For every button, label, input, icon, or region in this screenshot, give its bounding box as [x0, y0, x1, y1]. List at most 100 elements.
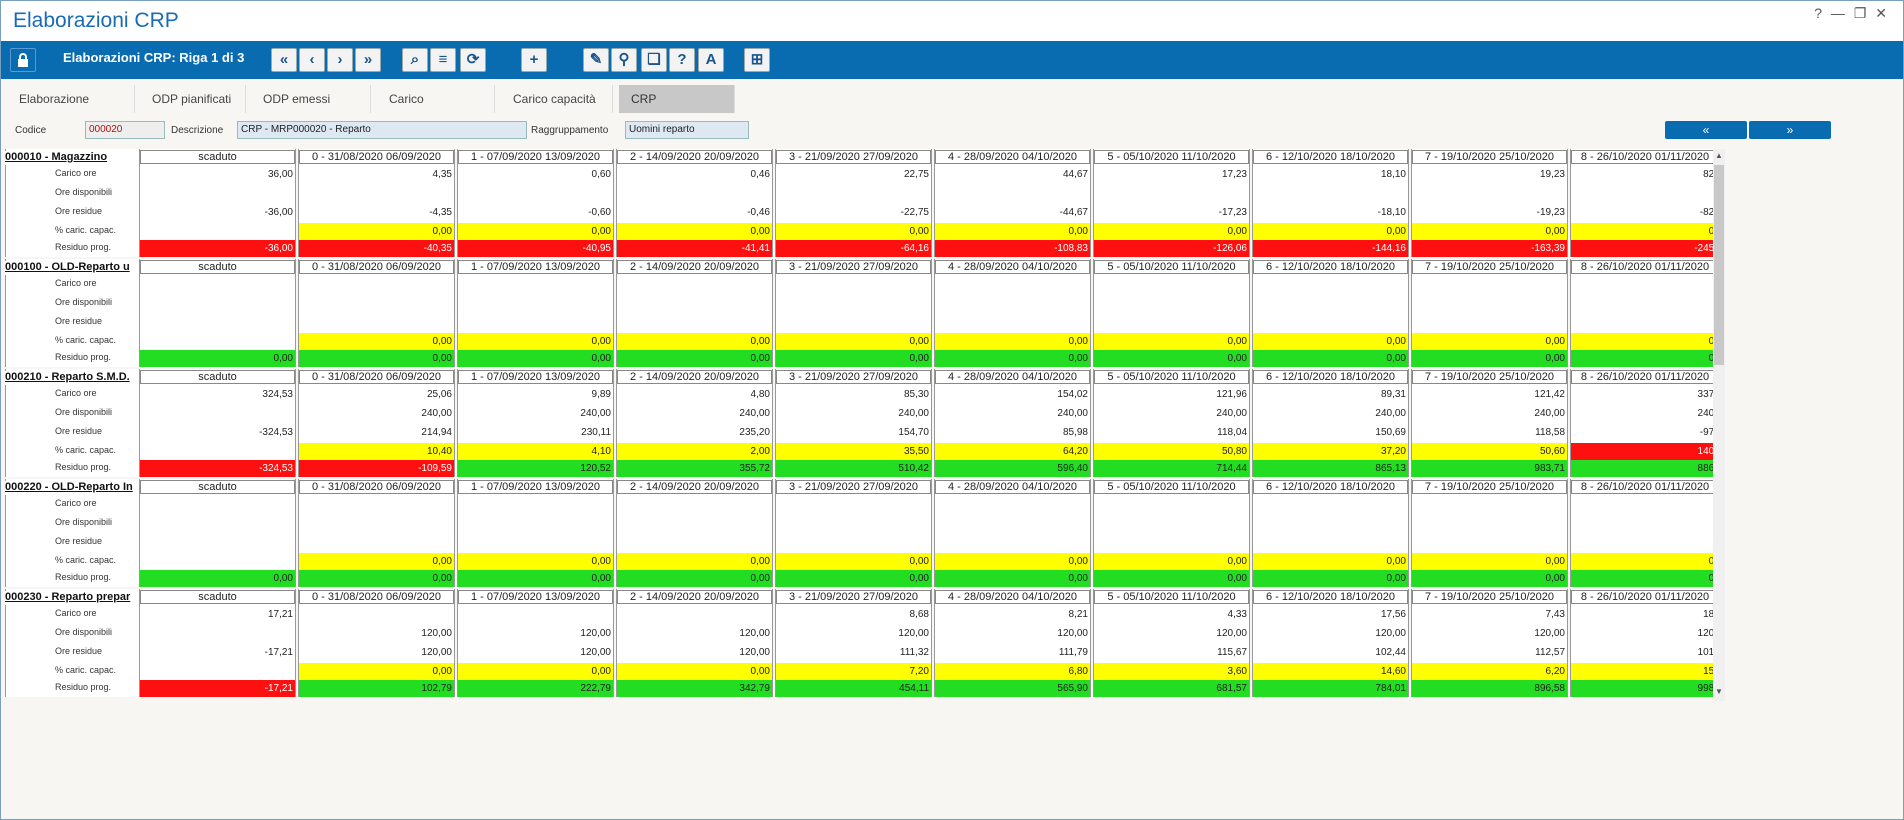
last-record-button[interactable]: »: [355, 48, 381, 72]
period-column: 7 - 19/10/2020 25/10/2020 19,23 -19,23 0,00…: [1411, 149, 1568, 257]
codice-field[interactable]: 000020: [85, 121, 165, 139]
cell-carico: 18,: [1703, 609, 1713, 620]
cell-disponibili: 120,00: [1534, 628, 1565, 639]
text-button[interactable]: A: [698, 48, 724, 72]
period-column: 8 - 26/10/2020 01/11/2020 0,0,: [1570, 479, 1713, 587]
reparto-name[interactable]: 000220 - OLD-Reparto In: [5, 481, 138, 495]
period-column: 2 - 14/09/2020 20/09/2020 4,80 240,00 235,2…: [616, 369, 773, 477]
vertical-scrollbar[interactable]: ▲ ▼: [1713, 149, 1725, 701]
scroll-thumb[interactable]: [1714, 165, 1724, 365]
cell-disponibili: 240,00: [580, 408, 611, 419]
row-label: Residuo prog.: [55, 242, 112, 252]
cell-prog: 784,01: [1253, 680, 1408, 697]
page-next-button[interactable]: »: [1749, 121, 1831, 139]
cell-perc: 6,20: [1412, 663, 1567, 680]
cell-prog: -108,83: [935, 240, 1090, 257]
period-column: 5 - 05/10/2020 11/10/2020 17,23 -17,23 0,00…: [1093, 149, 1250, 257]
cell-carico: [458, 496, 613, 513]
tab-crp[interactable]: CRP: [619, 85, 735, 113]
cell-residue: 235,20: [739, 427, 770, 438]
list-button[interactable]: ≡: [430, 48, 456, 72]
tab-odp-emessi[interactable]: ODP emessi: [251, 85, 371, 113]
tool-button-4[interactable]: ?: [669, 48, 695, 72]
cell-prog: 0,00: [299, 350, 454, 367]
cell-prog: -17,21: [140, 680, 295, 697]
descrizione-field[interactable]: CRP - MRP000020 - Reparto: [237, 121, 527, 139]
tab-carico-capacit-[interactable]: Carico capacità: [501, 85, 613, 113]
cell-residue: 112,57: [1535, 647, 1565, 658]
cell-carico: 154,02: [1057, 389, 1088, 400]
search-button[interactable]: ⌕: [402, 48, 428, 72]
column-header: 4 - 28/09/2020 04/10/2020: [935, 150, 1090, 164]
cell-perc: 0,00: [776, 333, 931, 350]
cell-prog: -64,16: [776, 240, 931, 257]
cell-residue: 120,00: [739, 647, 770, 658]
cell-disponibili: [299, 185, 454, 202]
row-label: Carico ore: [55, 608, 97, 618]
help-icon[interactable]: ?: [1814, 5, 1823, 21]
cell-disponibili: 240,00: [1216, 408, 1247, 419]
raggruppamento-field[interactable]: Uomini reparto: [625, 121, 749, 139]
cell-perc: 0,00: [458, 553, 613, 570]
cell-perc: 15,: [1571, 663, 1713, 680]
column-header: 1 - 07/09/2020 13/09/2020: [458, 260, 613, 274]
first-record-button[interactable]: «: [271, 48, 297, 72]
row-label: % caric. capac.: [55, 445, 117, 455]
refresh-button[interactable]: ⟳: [460, 48, 486, 72]
reparto-name[interactable]: 000210 - Reparto S.M.D.: [5, 371, 138, 385]
tool-button-3[interactable]: ❏: [641, 48, 667, 72]
cell-residue: 111,32: [899, 647, 929, 658]
column-header: scaduto: [140, 480, 295, 494]
reparto-name[interactable]: 000230 - Reparto prepar: [5, 591, 138, 605]
row-label: Ore disponibili: [55, 407, 113, 417]
scroll-up-icon[interactable]: ▲: [1715, 151, 1723, 160]
cell-disponibili: 240,00: [1057, 408, 1088, 419]
grid-settings-button[interactable]: ⊞: [744, 48, 770, 72]
cell-carico: [1571, 496, 1713, 513]
scroll-down-icon[interactable]: ▼: [1715, 687, 1723, 696]
row-label: Carico ore: [55, 388, 97, 398]
tab-elaborazione[interactable]: Elaborazione: [7, 85, 135, 113]
column-header: 4 - 28/09/2020 04/10/2020: [935, 370, 1090, 384]
cell-prog: 120,52: [458, 460, 613, 477]
minimize-icon[interactable]: —: [1830, 5, 1845, 21]
cell-residue: [1571, 314, 1713, 331]
reparto-block: 000220 - OLD-Reparto In Carico ore Ore dis…: [5, 479, 1713, 589]
cell-prog: 0,00: [935, 350, 1090, 367]
column-header: 0 - 31/08/2020 06/09/2020: [299, 370, 454, 384]
column-header: 0 - 31/08/2020 06/09/2020: [299, 480, 454, 494]
edit-button[interactable]: ✎: [583, 48, 609, 72]
reparto-name[interactable]: 000100 - OLD-Reparto u: [5, 261, 138, 275]
cell-residue: -36,00: [264, 207, 293, 218]
cell-prog: -41,41: [617, 240, 772, 257]
cell-carico: [1253, 276, 1408, 293]
period-column: 8 - 26/10/2020 01/11/2020 337, 240, -97, 140…: [1570, 369, 1713, 477]
cell-perc: 50,80: [1094, 443, 1249, 460]
tab-odp-pianificati[interactable]: ODP pianificati: [140, 85, 246, 113]
row-label: Ore residue: [55, 206, 103, 216]
cell-perc: 0,00: [776, 553, 931, 570]
next-record-button[interactable]: ›: [327, 48, 353, 72]
cell-residue: [935, 534, 1090, 551]
restore-icon[interactable]: ❐: [1853, 5, 1867, 21]
tab-carico[interactable]: Carico: [377, 85, 495, 113]
cell-prog: -36,00: [140, 240, 295, 257]
tool-button-2[interactable]: ⚲: [611, 48, 637, 72]
cell-residue: [935, 314, 1090, 331]
column-header: 5 - 05/10/2020 11/10/2020: [1094, 480, 1249, 494]
cell-residue: [617, 534, 772, 551]
period-column: scaduto 0,00: [139, 259, 296, 367]
column-header: 7 - 19/10/2020 25/10/2020: [1412, 480, 1567, 494]
row-label: Carico ore: [55, 278, 97, 288]
add-button[interactable]: +: [521, 48, 547, 72]
lock-icon[interactable]: [10, 48, 36, 72]
cell-disponibili: [617, 515, 772, 532]
period-column: scaduto 324,53 -324,53 -324,53: [139, 369, 296, 477]
period-column: 4 - 28/09/2020 04/10/2020 0,00 0,00: [934, 259, 1091, 367]
cell-carico: [299, 606, 454, 623]
prev-record-button[interactable]: ‹: [299, 48, 325, 72]
close-icon[interactable]: ✕: [1875, 5, 1887, 21]
column-header: 0 - 31/08/2020 06/09/2020: [299, 260, 454, 274]
page-prev-button[interactable]: «: [1665, 121, 1747, 139]
reparto-name[interactable]: 000010 - Magazzino: [5, 151, 138, 165]
